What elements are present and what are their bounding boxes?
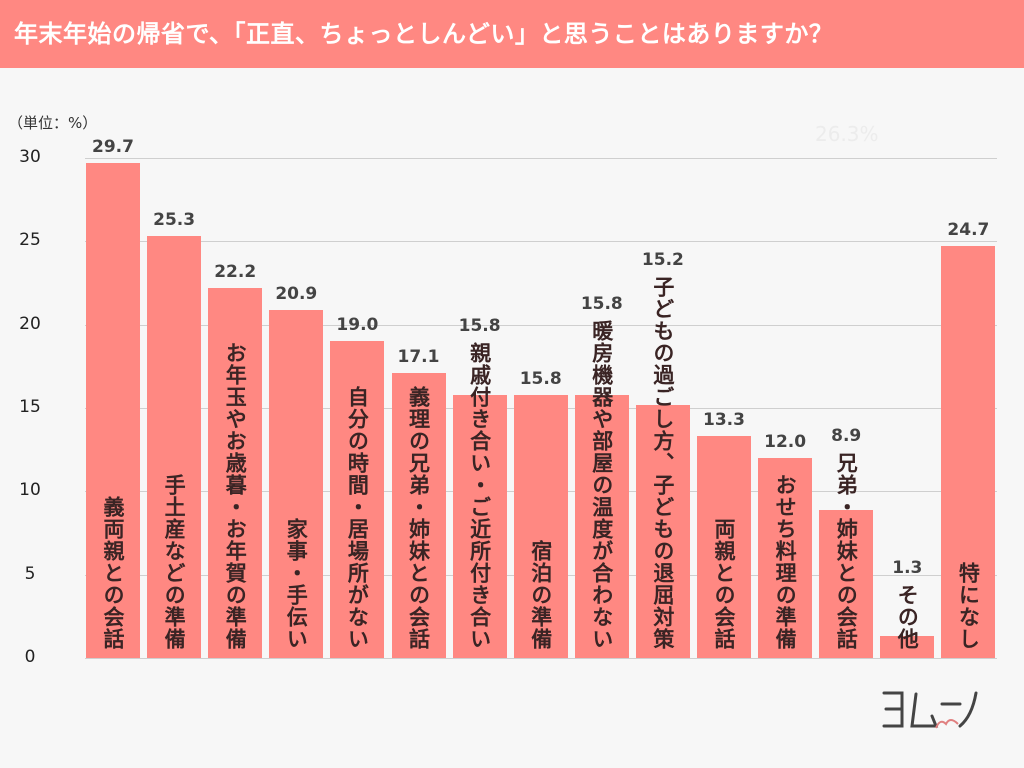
data-label: 25.3	[153, 210, 196, 231]
data-label: 8.9	[831, 426, 862, 446]
gridline	[85, 241, 997, 243]
bar	[697, 436, 751, 658]
gridline	[85, 324, 997, 326]
category-label: 宿泊の準備	[528, 540, 553, 650]
bar	[513, 394, 568, 658]
y-tick-label: 15	[19, 397, 41, 417]
category-label: おせち料理の準備	[773, 474, 798, 650]
data-label: 15.8	[519, 368, 562, 389]
bar	[941, 246, 996, 658]
data-label: 19.0	[336, 315, 379, 336]
category-label: 特になし	[956, 562, 981, 650]
category-label: 義理の兄弟・姉妹との会話	[406, 386, 431, 650]
bar	[86, 163, 140, 658]
category-label: 両親との会話	[712, 518, 736, 650]
category-label: 親戚付き合い・ご近所付き合い	[467, 342, 492, 650]
data-label: 17.1	[397, 347, 440, 367]
faint-annotation: 26.3%	[815, 122, 879, 146]
y-tick-label: 30	[19, 147, 41, 167]
category-label: 義両親との会話	[101, 496, 125, 650]
bar	[269, 309, 324, 658]
data-label: 15.8	[458, 316, 501, 336]
bar	[147, 236, 202, 658]
gridline	[85, 658, 997, 659]
category-label: お年玉やお歳暮・お年賀の準備	[223, 342, 248, 650]
data-label: 12.0	[764, 432, 807, 452]
category-label: 手土産などの準備	[162, 474, 187, 650]
data-label: 24.7	[947, 220, 990, 241]
data-label: 20.9	[275, 283, 318, 304]
data-label: 22.2	[214, 262, 257, 282]
y-tick-label: 25	[19, 230, 41, 251]
category-label: 家事・手伝い	[284, 518, 309, 650]
data-label: 13.3	[703, 410, 745, 431]
bar	[635, 404, 690, 658]
category-label: 自分の時間・居場所がない	[345, 386, 370, 650]
bar	[574, 394, 629, 658]
bar	[391, 373, 446, 658]
bar	[330, 341, 385, 658]
data-label: 1.3	[892, 558, 923, 578]
unit-label: （単位：%）	[8, 114, 98, 132]
bar	[758, 458, 813, 658]
yomuno-logo	[880, 688, 980, 738]
category-label: その他	[895, 584, 920, 650]
bar	[452, 394, 507, 658]
category-label: 暖房機器や部屋の温度が合わない	[589, 320, 614, 650]
bar	[208, 288, 263, 658]
chart-title: 年末年始の帰省で、「正直、ちょっとしんどい」と思うことはありますか？	[0, 0, 1024, 68]
data-label: 29.7	[92, 137, 134, 157]
y-tick-label: 0	[24, 647, 36, 667]
category-label: 子どもの過ごし方、子どもの退屈対策	[650, 276, 675, 650]
bar	[880, 636, 935, 658]
y-tick-label: 20	[19, 313, 41, 334]
y-tick-label: 5	[24, 563, 36, 584]
category-label: 兄弟・姉妹との会話	[834, 452, 859, 650]
y-tick-label: 10	[19, 480, 41, 501]
data-label: 15.2	[641, 250, 684, 270]
bar	[819, 509, 874, 658]
data-label: 15.8	[580, 294, 623, 314]
gridline	[85, 158, 997, 159]
